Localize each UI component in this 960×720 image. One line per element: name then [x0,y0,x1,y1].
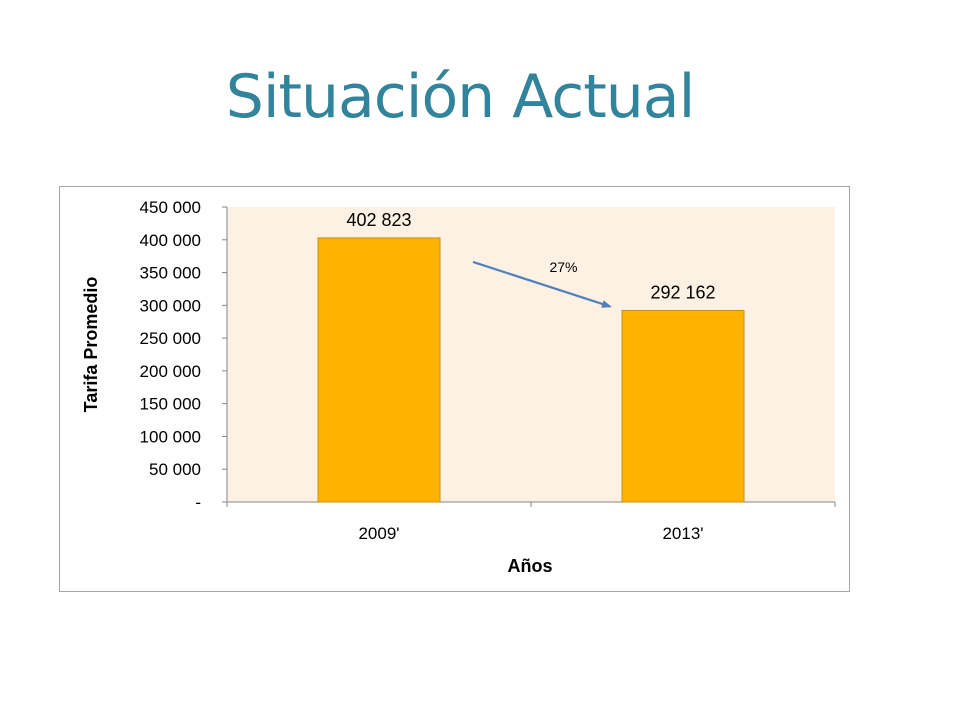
chart-frame: - 50 000 100 000 150 000 200 000 250 000 300 0… [59,186,850,592]
slide-title: Situación Actual [225,62,696,132]
y-tick-label: 250 000 [140,329,201,348]
y-tick-label: 300 000 [140,296,201,315]
bar [621,309,745,503]
bar-chart: - 50 000 100 000 150 000 200 000 250 000 300 0… [81,198,836,576]
x-tick-label: 2013' [662,524,703,543]
decrease-arrow [472,260,612,308]
y-tick-label: 450 000 [140,198,201,217]
data-label: 292 162 [650,282,715,302]
decrease-annotation: 27% [549,259,577,275]
x-axis-title: Años [508,556,553,576]
y-tick-label: - [195,493,201,512]
y-tick-label: 100 000 [140,427,201,446]
x-tick-label: 2009' [358,524,399,543]
y-tick-label: 350 000 [140,264,201,283]
data-label: 402 823 [346,210,411,230]
bar [317,237,441,503]
y-tick-label: 200 000 [140,362,201,381]
y-tick-label: 150 000 [140,395,201,414]
y-tick-label: 50 000 [149,460,201,479]
y-axis-title: Tarifa Promedio [81,277,101,413]
y-tick-label: 400 000 [140,231,201,250]
